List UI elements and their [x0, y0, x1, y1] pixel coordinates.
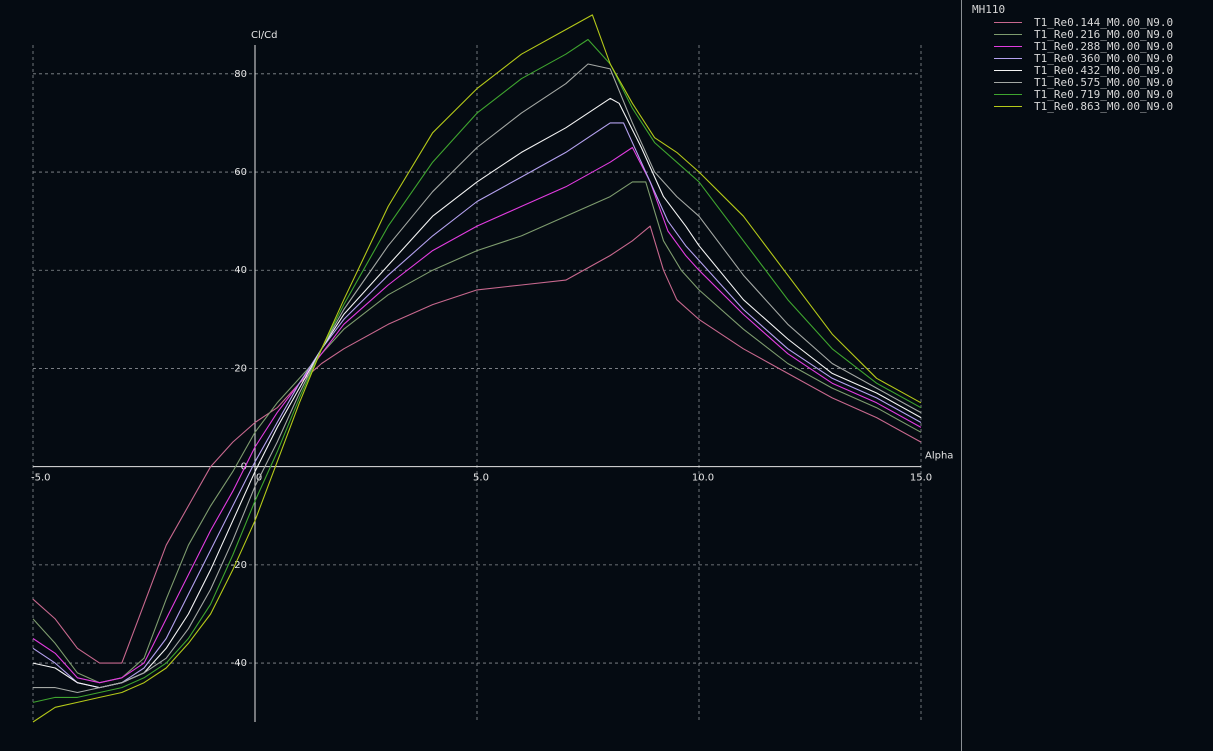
- y-axis-label: Cl/Cd: [251, 30, 277, 41]
- y-tick-label: 20: [234, 363, 247, 374]
- legend-label: T1_Re0.288_M0.00_N9.0: [1034, 39, 1174, 53]
- chart-svg: -5.0 0 5.0 10.0 15.0-40-20020406080AlphaCl/C…: [31, 14, 953, 723]
- legend-swatch: [994, 105, 1022, 107]
- legend-label: T1_Re0.863_M0.00_N9.0: [1034, 99, 1174, 113]
- series-line: [32, 181, 922, 684]
- y-tick-label: -20: [231, 560, 247, 571]
- legend-title: MH110: [972, 3, 1006, 16]
- legend-entries: T1_Re0.144_M0.00_N9.0 T1_Re0.216_M0.00_N9…: [964, 15, 1209, 113]
- y-tick-label: 80: [234, 69, 247, 80]
- legend-label: T1_Re0.216_M0.00_N9.0: [1034, 27, 1174, 41]
- legend-label: T1_Re0.719_M0.00_N9.0: [1034, 87, 1174, 101]
- legend-item: T1_Re0.216_M0.00_N9.0: [994, 27, 1209, 41]
- x-axis-label: Alpha: [925, 451, 953, 462]
- x-tick-label: 15.0: [910, 473, 932, 484]
- series-line: [32, 122, 922, 689]
- plot-area: -5.0 0 5.0 10.0 15.0 -40 -20 0 20 40 60 80 Alpha Cl/C…: [31, 14, 953, 723]
- legend-item: T1_Re0.288_M0.00_N9.0: [994, 39, 1209, 53]
- legend-label: T1_Re0.360_M0.00_N9.0: [1034, 51, 1174, 65]
- series-line: [33, 63, 922, 694]
- legend-swatch: [994, 81, 1022, 83]
- x-tick-label: -5.0: [31, 473, 51, 484]
- y-tick-label: -40: [231, 658, 247, 669]
- legend-swatch: [994, 45, 1022, 47]
- y-tick-label: 60: [234, 167, 247, 178]
- series-line: [32, 225, 922, 664]
- legend-swatch: [994, 21, 1022, 23]
- legend-swatch: [994, 69, 1022, 71]
- legend-swatch: [994, 33, 1022, 35]
- series-line: [32, 146, 922, 684]
- x-tick-label: 5.0: [473, 473, 489, 484]
- series-line: [32, 38, 922, 703]
- legend: MH110 T1_Re0.144_M0.00_N9.0 T1_Re0.216_M0…: [964, 3, 1209, 113]
- legend-label: T1_Re0.144_M0.00_N9.0: [1034, 15, 1174, 29]
- legend-swatch: [994, 57, 1022, 59]
- series-line: [32, 14, 922, 723]
- y-tick-label: 40: [234, 265, 247, 276]
- legend-item: T1_Re0.432_M0.00_N9.0: [994, 63, 1209, 77]
- legend-label: T1_Re0.575_M0.00_N9.0: [1034, 75, 1174, 89]
- legend-item: T1_Re0.863_M0.00_N9.0: [994, 99, 1209, 113]
- legend-item: T1_Re0.360_M0.00_N9.0: [994, 51, 1209, 65]
- legend-item: T1_Re0.719_M0.00_N9.0: [994, 87, 1209, 101]
- legend-divider: [961, 0, 962, 751]
- legend-label: T1_Re0.432_M0.00_N9.0: [1034, 63, 1174, 77]
- legend-item: T1_Re0.575_M0.00_N9.0: [994, 75, 1209, 89]
- y-tick-label: 0: [241, 462, 247, 473]
- x-tick-label: 10.0: [692, 473, 714, 484]
- legend-swatch: [994, 93, 1022, 95]
- legend-item: T1_Re0.144_M0.00_N9.0: [994, 15, 1209, 29]
